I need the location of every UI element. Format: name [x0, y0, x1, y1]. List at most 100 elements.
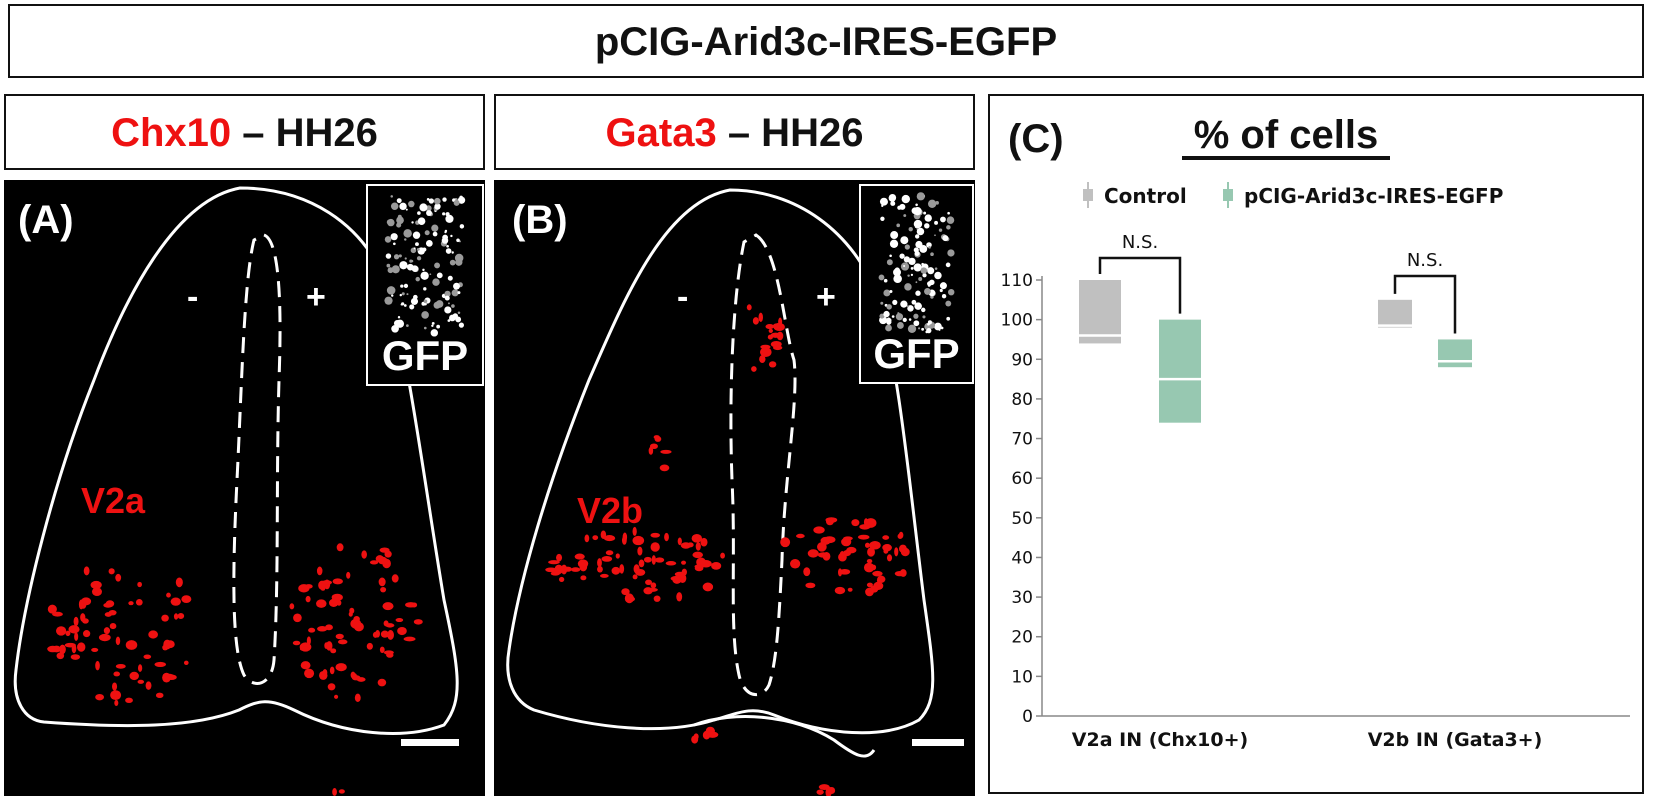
- red-cell: [751, 366, 757, 372]
- gfp-speckle: [914, 250, 920, 256]
- red-cell: [175, 577, 183, 588]
- panel-a-header-text: Chx10 – HH26: [6, 111, 483, 156]
- panel-b-region-label: V2b: [577, 490, 644, 531]
- red-cell: [65, 630, 71, 637]
- gfp-speckle: [413, 247, 416, 250]
- gfp-speckle: [900, 236, 909, 245]
- gfp-speckle: [456, 238, 460, 243]
- panel-b-gfp-label: GFP: [873, 330, 960, 377]
- y-tick-label: 60: [1011, 469, 1033, 489]
- gfp-speckle: [396, 216, 404, 225]
- red-cell: [383, 650, 394, 655]
- red-cell: [700, 537, 708, 547]
- red-cell: [579, 561, 588, 572]
- red-cell: [135, 599, 143, 606]
- gfp-speckle: [891, 315, 895, 318]
- gfp-speckle: [444, 290, 451, 298]
- gfp-speckle: [453, 282, 460, 290]
- red-cell: [125, 640, 138, 650]
- red-cell: [325, 641, 333, 651]
- panel-a-marker: Chx10: [111, 111, 232, 155]
- chart-annotations: N.S. N.S.: [1098, 232, 1457, 334]
- y-tick-label: 90: [1011, 350, 1033, 370]
- legend-swatch: [1083, 189, 1093, 201]
- red-cell: [95, 660, 100, 671]
- gfp-speckle: [423, 287, 427, 291]
- red-cell: [556, 553, 563, 562]
- legend-swatch: [1223, 189, 1233, 201]
- red-cell: [78, 599, 84, 610]
- gfp-speckle: [900, 262, 910, 271]
- red-cell: [677, 537, 682, 546]
- panel-c-label: (C): [1008, 117, 1064, 161]
- gfp-speckle: [445, 214, 454, 223]
- gfp-speckle: [422, 268, 425, 272]
- gfp-speckle: [910, 267, 914, 270]
- gfp-speckle: [446, 244, 449, 248]
- red-cell: [822, 551, 831, 561]
- gfp-speckle: [886, 259, 893, 266]
- red-cell: [170, 597, 181, 606]
- gfp-speckle: [413, 294, 418, 300]
- gfp-speckle: [916, 192, 925, 201]
- significance-label: N.S.: [1407, 250, 1443, 271]
- gfp-speckle: [421, 311, 429, 319]
- red-cell: [137, 664, 143, 672]
- gfp-speckle: [416, 256, 422, 261]
- gfp-speckle: [457, 291, 461, 295]
- red-cell: [770, 332, 781, 338]
- red-cell: [627, 596, 636, 602]
- red-cell: [95, 693, 105, 701]
- red-cell: [863, 518, 869, 527]
- red-cell: [760, 344, 771, 350]
- red-cell: [834, 586, 846, 595]
- red-cell: [68, 625, 80, 634]
- gfp-speckle: [408, 200, 415, 208]
- y-tick-label: 70: [1011, 430, 1033, 450]
- gfp-speckle: [424, 230, 430, 236]
- panel-b-marker: Gata3: [605, 111, 717, 155]
- gfp-speckle: [914, 226, 917, 228]
- gfp-speckle: [923, 211, 927, 215]
- gfp-speckle: [412, 231, 421, 239]
- gfp-speckle: [433, 301, 441, 309]
- red-cell: [145, 681, 152, 690]
- red-cell: [352, 673, 357, 678]
- gfp-speckle: [908, 227, 913, 232]
- gfp-speckle: [431, 321, 435, 325]
- red-cell: [316, 566, 323, 576]
- red-cell: [91, 647, 99, 653]
- red-cell: [665, 561, 677, 566]
- gfp-speckle: [444, 306, 452, 314]
- panel-a-gfp-inset: GFP: [366, 184, 484, 386]
- gfp-speckle: [924, 214, 932, 222]
- gfp-speckle: [900, 300, 908, 308]
- gfp-speckle: [904, 244, 910, 250]
- red-cell: [115, 573, 122, 582]
- gfp-speckle: [945, 300, 952, 307]
- gfp-speckle: [425, 239, 433, 247]
- red-cell: [746, 304, 752, 311]
- red-cell: [758, 312, 763, 322]
- red-cell: [380, 630, 389, 638]
- gfp-speckle: [893, 268, 901, 277]
- gfp-speckle: [391, 324, 399, 333]
- red-cell: [760, 347, 772, 357]
- red-cell: [632, 535, 645, 546]
- gfp-speckle: [883, 310, 890, 318]
- red-cell: [349, 607, 355, 614]
- red-cell: [308, 627, 316, 633]
- gfp-speckle: [907, 305, 914, 312]
- red-cell: [403, 636, 416, 642]
- gfp-speckle: [444, 231, 447, 234]
- red-cell: [826, 517, 832, 524]
- panel-b-gfp-speckles: [878, 192, 955, 334]
- red-cell: [91, 587, 102, 596]
- gfp-speckle: [914, 302, 922, 310]
- red-cell: [112, 682, 118, 691]
- gfp-speckle: [880, 216, 885, 221]
- red-cell: [299, 646, 310, 652]
- red-cell: [599, 573, 609, 578]
- red-cell: [103, 627, 111, 635]
- red-cell: [646, 587, 658, 592]
